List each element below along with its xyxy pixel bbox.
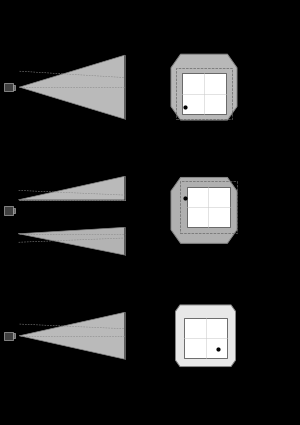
- Bar: [4, 83, 14, 91]
- Bar: [14, 333, 16, 338]
- Polygon shape: [20, 312, 124, 359]
- Polygon shape: [19, 176, 124, 200]
- Bar: [182, 74, 226, 114]
- Polygon shape: [171, 178, 237, 243]
- Bar: [4, 332, 14, 340]
- Polygon shape: [176, 305, 236, 366]
- Polygon shape: [19, 227, 124, 255]
- Bar: [176, 68, 232, 119]
- Polygon shape: [20, 55, 124, 119]
- Polygon shape: [171, 54, 237, 120]
- Bar: [4, 206, 14, 215]
- Bar: [187, 187, 230, 227]
- Bar: [184, 318, 227, 358]
- Bar: [14, 85, 16, 90]
- Bar: [180, 181, 237, 233]
- Bar: [14, 208, 16, 213]
